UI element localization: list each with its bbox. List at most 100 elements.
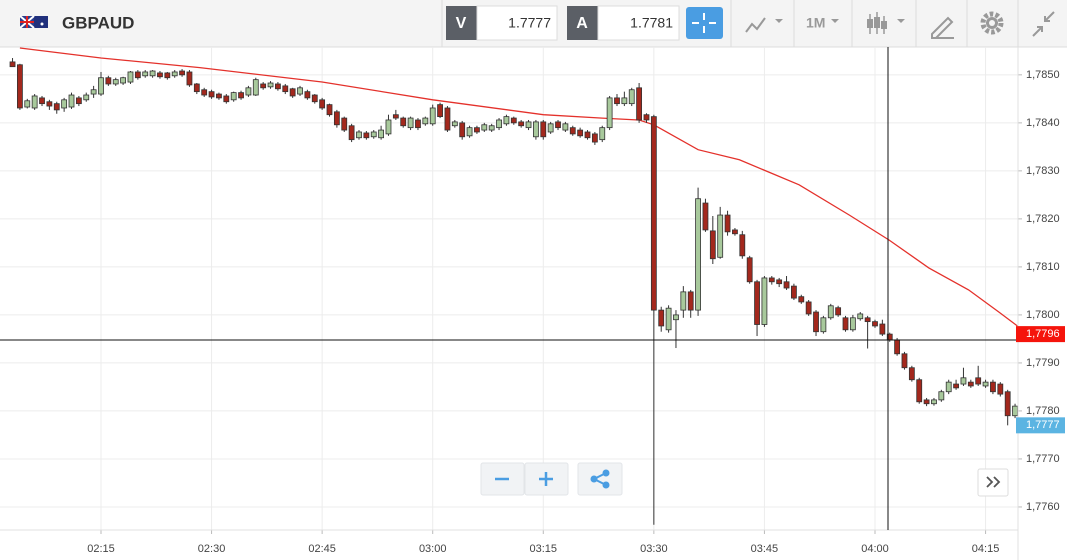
share-button[interactable] <box>577 462 623 496</box>
zoom-in-button[interactable] <box>524 462 569 496</box>
candle-body <box>533 121 539 138</box>
price-label: 1,7777 <box>1026 419 1060 431</box>
candle-body <box>732 229 738 235</box>
candle-body <box>1004 391 1011 417</box>
candle-body <box>363 132 370 139</box>
candle-body <box>938 391 945 401</box>
candle-body <box>636 87 643 121</box>
ask-badge <box>567 6 598 40</box>
candle-body <box>134 71 141 79</box>
x-tick-label: 02:30 <box>198 543 226 555</box>
candle-body <box>333 111 340 126</box>
candle-body <box>665 307 672 331</box>
plot-area: 1,7760 1,7770 1,7780 1,7790 1,7800 1,7810 1,78… <box>0 47 1060 555</box>
candle-body <box>31 95 38 109</box>
candle-body <box>46 101 53 107</box>
candle-body <box>275 83 281 90</box>
candle-body <box>348 125 355 141</box>
price-label-box <box>1016 326 1065 343</box>
candle-body <box>894 339 901 355</box>
x-tick-label: 03:15 <box>530 543 558 555</box>
candle-body <box>260 83 267 89</box>
candle-body <box>982 381 989 387</box>
chart-type-button[interactable] <box>867 12 905 34</box>
fullscreen-button[interactable] <box>1032 11 1055 37</box>
y-tick-label: 1,7820 <box>1026 213 1060 225</box>
bid-box[interactable] <box>476 5 558 41</box>
candle-body <box>370 131 377 138</box>
candle-body <box>179 70 185 76</box>
candle-body <box>193 83 200 93</box>
candle-body <box>90 89 97 95</box>
candle-body <box>857 313 864 320</box>
candle-body <box>341 117 348 131</box>
candle-body <box>908 367 915 381</box>
crosshair-button[interactable] <box>686 7 723 39</box>
candle-body <box>591 133 598 143</box>
scroll-end-button[interactable] <box>977 468 1009 497</box>
y-tick-label: 1,7840 <box>1026 117 1060 129</box>
candle-body <box>230 92 237 101</box>
candle-body <box>216 93 222 99</box>
candle-body <box>879 323 886 335</box>
timeframe-arrow[interactable] <box>831 19 839 23</box>
candle-body <box>171 71 178 77</box>
candle-body <box>444 107 451 131</box>
ask-price: 1.7781 <box>630 15 673 31</box>
x-tick-label: 04:15 <box>972 543 1000 555</box>
candle-body <box>931 399 937 405</box>
timeframe[interactable]: 1M <box>806 15 825 31</box>
candle-body <box>555 121 561 129</box>
draw-button[interactable] <box>931 16 954 39</box>
candle-body <box>149 70 156 77</box>
candle-body <box>820 317 827 333</box>
candle-body <box>525 121 532 129</box>
indicator-button[interactable] <box>745 17 783 33</box>
candle-body <box>422 117 429 125</box>
candle-body <box>474 127 480 133</box>
candle-body <box>98 77 104 95</box>
bid-price: 1.7777 <box>508 15 551 31</box>
candle-body <box>827 305 834 319</box>
candle-body <box>997 383 1004 395</box>
candle-body <box>437 104 443 118</box>
candle-body <box>297 87 303 95</box>
candle-body <box>415 119 421 129</box>
candle-body <box>805 301 812 315</box>
candle-body <box>17 64 23 109</box>
candle-body <box>39 97 45 105</box>
candle-body <box>304 91 311 99</box>
candle-body <box>157 72 163 78</box>
candle-body <box>518 121 525 127</box>
bid-label: V <box>456 15 467 32</box>
candle-body <box>83 94 90 101</box>
x-tick-label: 03:45 <box>751 543 779 555</box>
candle-body <box>791 285 797 299</box>
zoom-out-button[interactable] <box>480 462 525 496</box>
candle-body <box>496 119 502 129</box>
candle-body <box>702 202 709 231</box>
candle-body <box>112 79 119 85</box>
candle-body <box>61 99 68 109</box>
candle-body <box>901 353 908 369</box>
candle-body <box>326 104 333 116</box>
candle-body <box>407 117 414 129</box>
candle-body <box>385 119 392 135</box>
candle-body <box>960 377 967 385</box>
y-tick-label: 1,7770 <box>1026 453 1060 465</box>
candle-body <box>606 97 613 129</box>
settings-button[interactable] <box>980 11 1004 35</box>
candle-body <box>658 309 665 327</box>
candle-body <box>717 214 724 258</box>
ask-box[interactable] <box>597 5 680 41</box>
symbol: GBPAUD <box>62 13 134 32</box>
moving-average-line <box>19 47 1018 327</box>
candle-body <box>223 95 230 103</box>
candle-body <box>621 97 628 105</box>
candle-body <box>724 214 731 233</box>
candle-body <box>628 89 635 105</box>
candle-body <box>488 125 495 131</box>
candle-body <box>282 85 289 93</box>
candle-body <box>709 230 716 260</box>
candle-body <box>695 198 701 311</box>
